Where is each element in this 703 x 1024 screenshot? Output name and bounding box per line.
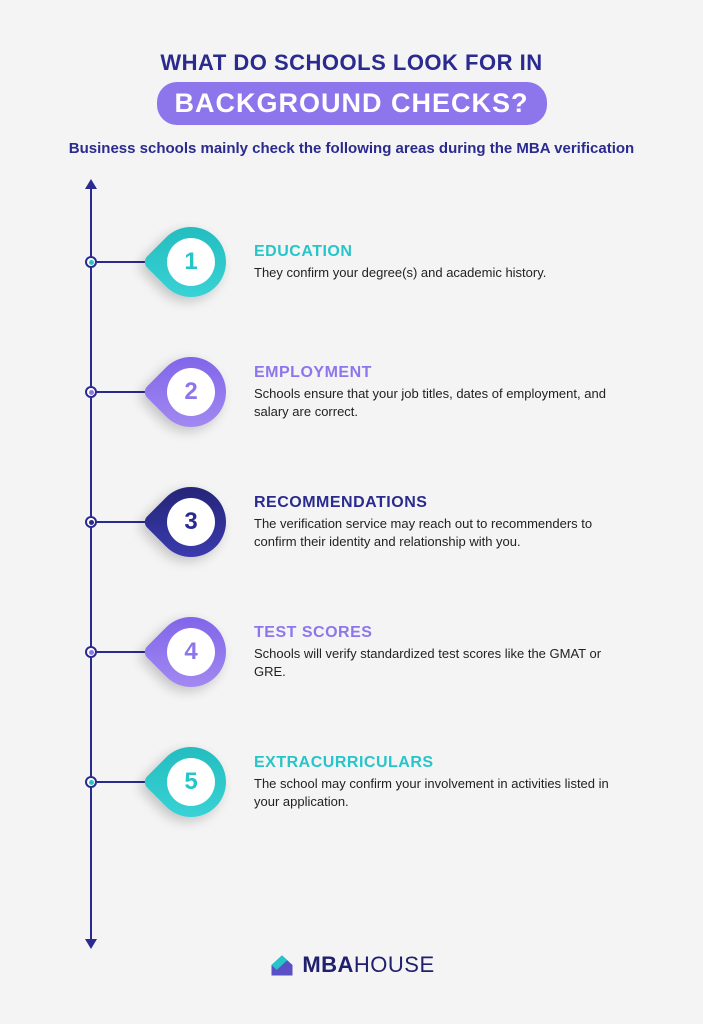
item-text: EXTRACURRICULARS The school may confirm …	[254, 754, 614, 810]
item-title: EXTRACURRICULARS	[254, 754, 614, 772]
item-number: 1	[167, 238, 215, 286]
footer: MBAHOUSE	[60, 951, 643, 984]
item-title: EDUCATION	[254, 243, 546, 261]
timeline: 1 EDUCATION They confirm your degree(s) …	[90, 187, 643, 941]
timeline-item: 2 EMPLOYMENT Schools ensure that your jo…	[90, 357, 614, 427]
item-text: EDUCATION They confirm your degree(s) an…	[254, 243, 546, 282]
item-description: Schools ensure that your job titles, dat…	[254, 385, 614, 420]
item-number: 5	[167, 758, 215, 806]
item-description: Schools will verify standardized test sc…	[254, 645, 614, 680]
subtitle: Business schools mainly check the follow…	[60, 139, 643, 159]
item-description: The school may confirm your involvement …	[254, 775, 614, 810]
bubble-pointer: 2	[156, 357, 226, 427]
title-line2-pill: BACKGROUND CHECKS?	[157, 82, 547, 125]
number-bubble: 4	[142, 603, 241, 702]
number-bubble: 2	[142, 343, 241, 442]
item-number: 3	[167, 498, 215, 546]
timeline-axis	[90, 187, 92, 941]
item-title: EMPLOYMENT	[254, 364, 614, 382]
number-bubble: 3	[142, 473, 241, 572]
item-title: TEST SCORES	[254, 624, 614, 642]
number-bubble: 1	[142, 213, 241, 312]
title-line1: WHAT DO SCHOOLS LOOK FOR IN	[60, 50, 643, 76]
timeline-item: 3 RECOMMENDATIONS The verification servi…	[90, 487, 614, 557]
item-number: 4	[167, 628, 215, 676]
brand-text-house: HOUSE	[354, 952, 435, 977]
item-description: The verification service may reach out t…	[254, 515, 614, 550]
bubble-pointer: 1	[156, 227, 226, 297]
timeline-item: 1 EDUCATION They confirm your degree(s) …	[90, 227, 546, 297]
item-text: EMPLOYMENT Schools ensure that your job …	[254, 364, 614, 420]
infographic-page: WHAT DO SCHOOLS LOOK FOR IN BACKGROUND C…	[0, 0, 703, 1024]
house-icon	[268, 951, 296, 979]
timeline-item: 5 EXTRACURRICULARS The school may confir…	[90, 747, 614, 817]
item-text: TEST SCORES Schools will verify standard…	[254, 624, 614, 680]
brand-text-mba: MBA	[302, 952, 354, 977]
bubble-pointer: 4	[156, 617, 226, 687]
arrow-down-icon	[85, 939, 97, 949]
item-description: They confirm your degree(s) and academic…	[254, 264, 546, 282]
timeline-item: 4 TEST SCORES Schools will verify standa…	[90, 617, 614, 687]
header: WHAT DO SCHOOLS LOOK FOR IN BACKGROUND C…	[60, 50, 643, 159]
brand-logo: MBAHOUSE	[268, 951, 434, 979]
bubble-pointer: 5	[156, 747, 226, 817]
item-text: RECOMMENDATIONS The verification service…	[254, 494, 614, 550]
bubble-pointer: 3	[156, 487, 226, 557]
item-number: 2	[167, 368, 215, 416]
arrow-up-icon	[85, 179, 97, 189]
item-title: RECOMMENDATIONS	[254, 494, 614, 512]
number-bubble: 5	[142, 733, 241, 832]
